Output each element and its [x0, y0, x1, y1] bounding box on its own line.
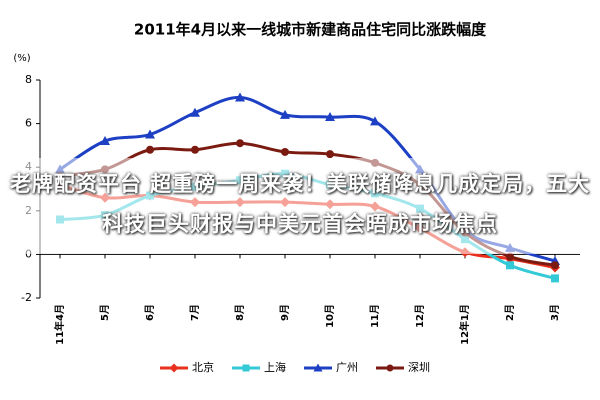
marker [506, 252, 514, 261]
marker [145, 129, 155, 139]
y-axis-label: (%) [13, 53, 30, 64]
marker [325, 112, 335, 122]
marker [169, 363, 179, 373]
marker [280, 109, 290, 119]
x-tick-label: 6月 [144, 304, 156, 321]
y-tick-label: 8 [25, 73, 32, 86]
marker [242, 364, 250, 372]
y-tick-label: 6 [25, 117, 32, 130]
marker [551, 261, 559, 270]
legend-label: 上海 [264, 360, 286, 374]
x-tick-label: 7月 [189, 304, 201, 321]
x-tick-label: 10月 [324, 304, 336, 328]
legend-label: 广州 [336, 361, 358, 374]
legend-label: 深圳 [408, 361, 430, 374]
marker [386, 364, 394, 372]
banner [0, 158, 600, 254]
marker [313, 363, 323, 372]
marker [281, 147, 289, 156]
x-tick-label: 11年4月 [53, 304, 66, 345]
x-tick-label: 12年1月 [458, 304, 471, 345]
y-tick-label: -2 [21, 291, 32, 304]
x-tick-label: 3月 [549, 304, 561, 321]
chart-title: 2011年4月以来一线城市新建商品住宅同比涨跌幅度 [134, 21, 487, 39]
marker [191, 145, 199, 154]
marker [235, 92, 245, 102]
marker [190, 107, 200, 117]
x-tick-label: 9月 [279, 304, 291, 321]
marker [326, 150, 334, 159]
marker [370, 116, 380, 126]
marker [100, 136, 110, 146]
marker [146, 145, 154, 154]
x-tick-label: 11月 [369, 304, 381, 328]
x-tick-label: 12月 [414, 304, 426, 328]
legend-label: 北京 [192, 360, 214, 374]
overlay-text: 老牌配资平台 超重磅一周来袭！美联储降息几成定局，五大科技巨头财报与中美元首会晤… [9, 172, 591, 236]
x-tick-label: 8月 [234, 304, 246, 321]
x-tick-label: 5月 [99, 304, 111, 321]
x-tick-label: 2月 [504, 304, 516, 321]
marker [506, 261, 514, 270]
marker [236, 139, 244, 148]
marker [551, 274, 559, 283]
